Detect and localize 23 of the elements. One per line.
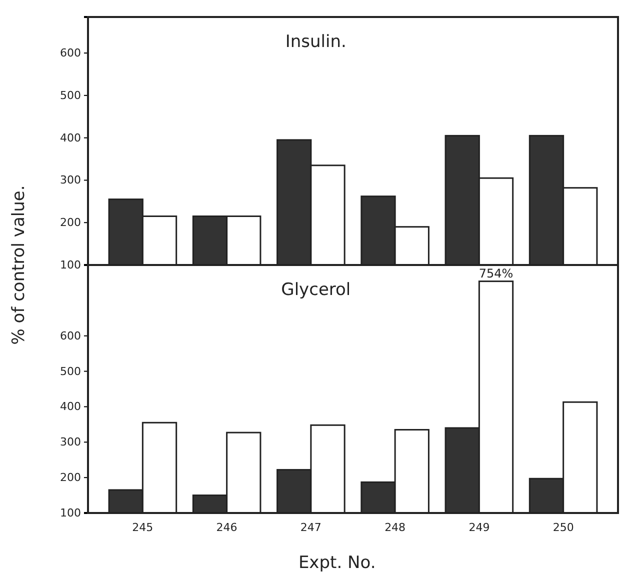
y-tick-label: 200 <box>60 471 81 484</box>
x-tick-label: 247 <box>300 520 322 534</box>
y-tick-label: 400 <box>60 131 81 144</box>
y-tick-label: 100 <box>60 506 81 520</box>
y-tick-label: 300 <box>60 436 81 449</box>
y-axis-title: % of control value. <box>9 185 29 345</box>
y-tick-label: 500 <box>60 364 81 378</box>
text: Glycerol <box>281 280 351 300</box>
y-tick-label: 200 <box>60 216 81 230</box>
y-tick-label: 100 <box>60 258 81 272</box>
x-tick-label: 245 <box>132 520 154 534</box>
y-tick-label: 600 <box>60 329 81 342</box>
x-tick-label: 246 <box>216 520 238 534</box>
text: Insulin. <box>285 32 346 52</box>
y-tick-label: 600 <box>60 46 81 60</box>
x-tick-label: 248 <box>384 520 406 534</box>
y-tick-label: 500 <box>60 88 81 102</box>
y-tick-label: 400 <box>60 400 81 414</box>
y-tick-label: 300 <box>60 174 81 187</box>
x-axis-title: Expt. No. <box>298 553 376 573</box>
x-tick-label: 250 <box>552 520 574 534</box>
data-label: 754% <box>478 266 514 280</box>
x-tick-label: 249 <box>468 520 490 534</box>
